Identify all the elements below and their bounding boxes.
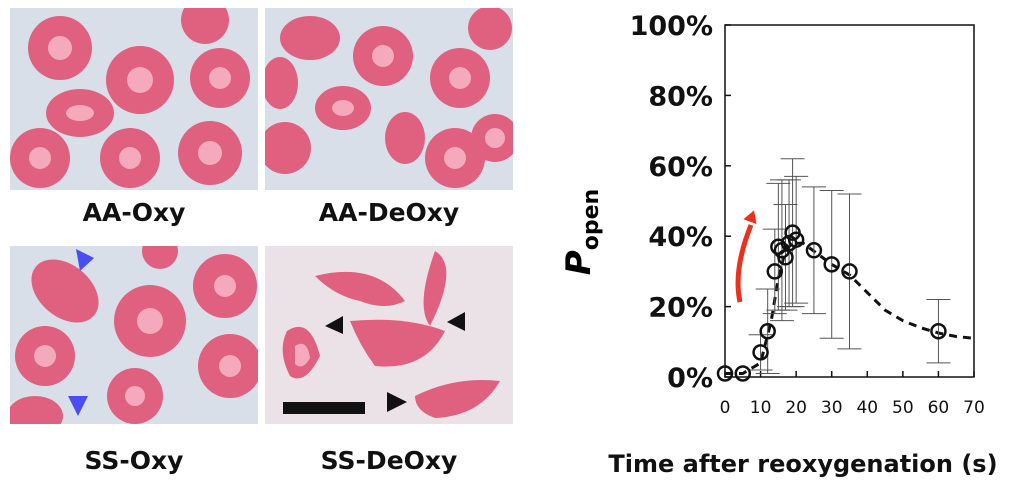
data-point <box>752 344 769 361</box>
x-axis-label: Time after reoxygenation (s) <box>608 450 997 478</box>
x-tick-label: 0 <box>720 398 731 418</box>
error-bar <box>819 189 844 339</box>
error-bar <box>801 186 826 315</box>
x-tick-label: 30 <box>821 398 843 418</box>
y-axis-label: Popen <box>559 189 604 275</box>
x-tick-label: 60 <box>928 398 950 418</box>
error-bar <box>755 288 780 374</box>
black-arrowhead-icon <box>447 312 465 331</box>
micrograph-aa-oxy <box>10 8 258 190</box>
black-arrowhead-icon <box>325 316 343 334</box>
x-tick-label: 70 <box>963 398 985 418</box>
panel-label-aa-deoxy: AA-DeOxy <box>318 198 460 227</box>
data-point <box>716 365 734 382</box>
blue-arrowhead-icon <box>76 249 94 271</box>
red-rise-arrow <box>735 224 754 303</box>
y-tick-label: 40% <box>648 222 713 253</box>
ss-deoxy-image <box>265 246 513 424</box>
micrograph-aa-deoxy <box>265 8 513 190</box>
micrograph-ss-oxy <box>10 246 258 424</box>
data-point <box>823 256 840 273</box>
x-tick-label: 10 <box>750 398 772 418</box>
aa-oxy-image <box>10 8 258 190</box>
data-point <box>787 231 805 248</box>
y-tick-label: 60% <box>648 152 713 183</box>
data-point <box>766 263 784 280</box>
error-bar <box>926 299 951 364</box>
y-tick-label: 80% <box>648 81 713 112</box>
panel-label-ss-deoxy: SS-DeOxy <box>320 446 458 475</box>
data-point <box>734 365 752 382</box>
data-point <box>930 322 947 340</box>
x-tick-label: 50 <box>892 398 914 418</box>
error-bar <box>837 193 862 350</box>
panel-label-aa-oxy: AA-Oxy <box>82 198 186 227</box>
scale-bar <box>283 402 365 414</box>
panel-label-ss-oxy: SS-Oxy <box>84 446 184 475</box>
y-tick-label: 0% <box>667 363 713 394</box>
aa-deoxy-image <box>265 8 513 190</box>
red-arrowhead-icon <box>743 210 757 225</box>
x-tick-label: 40 <box>856 398 878 418</box>
chart-axes <box>724 24 975 378</box>
error-bar <box>748 334 773 371</box>
plot-frame <box>724 24 975 378</box>
blue-arrowhead-icon <box>68 396 88 416</box>
y-tick-label: 20% <box>648 293 713 324</box>
black-arrowhead-icon <box>387 392 407 412</box>
x-tick-label: 20 <box>785 398 807 418</box>
popen-chart: 0% 20% 40% 60% 80% 100% 0 10 20 30 40 50 60 70 Popen… <box>559 11 998 478</box>
error-bar <box>762 228 787 315</box>
data-point <box>759 322 776 340</box>
ss-oxy-image <box>10 246 258 424</box>
y-tick-label: 100% <box>630 11 713 42</box>
data-point <box>805 242 823 259</box>
micrograph-ss-deoxy <box>265 246 513 424</box>
data-point <box>841 263 858 280</box>
fit-curve <box>725 241 975 375</box>
